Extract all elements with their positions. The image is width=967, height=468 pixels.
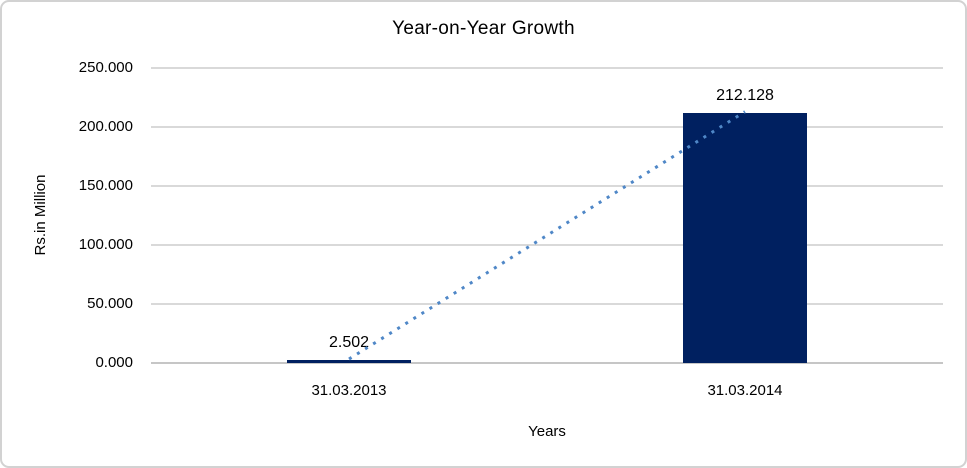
gridline	[151, 126, 943, 128]
bar-value-label: 212.128	[716, 86, 774, 104]
gridline	[151, 185, 943, 187]
bar-value-label: 2.502	[328, 334, 370, 352]
category-label: 31.03.2013	[311, 382, 387, 399]
y-tick-label: 100.000	[78, 236, 133, 253]
gridline	[151, 244, 943, 246]
gridline	[151, 303, 943, 305]
y-tick-label: 150.000	[78, 177, 133, 194]
y-tick-label: 250.000	[78, 59, 133, 76]
y-tick-label: 200.000	[78, 118, 133, 135]
x-axis-line	[151, 362, 943, 364]
chart-title: Year-on-Year Growth	[392, 18, 575, 39]
y-axis-title: Rs.in Million	[32, 174, 49, 256]
bar	[287, 360, 411, 363]
category-label: 31.03.2014	[707, 382, 783, 399]
bar	[683, 112, 807, 363]
gridline	[151, 67, 943, 69]
y-tick-label: 0.000	[95, 354, 133, 371]
trendline	[348, 110, 746, 361]
y-tick-label: 50.000	[87, 295, 133, 312]
x-axis-title: Years	[528, 423, 566, 440]
